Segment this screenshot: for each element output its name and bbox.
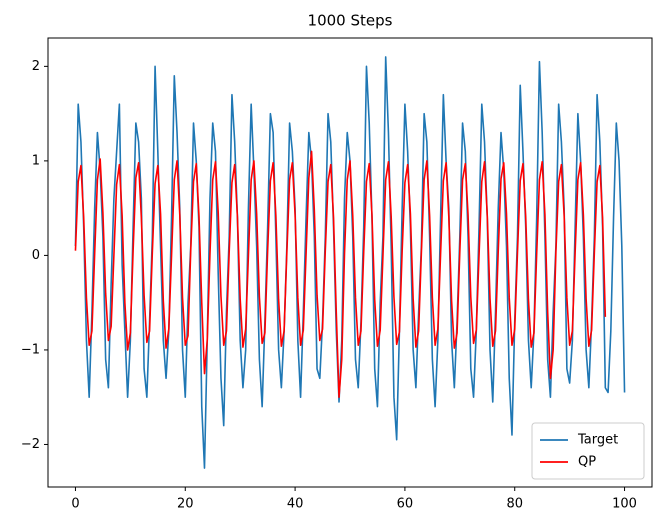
x-tick-label: 100	[612, 497, 637, 512]
y-tick-label: 2	[32, 59, 40, 74]
legend-label: QP	[578, 455, 596, 470]
y-tick-label: −2	[21, 437, 40, 452]
y-tick-label: 0	[32, 248, 40, 263]
legend-box	[531, 422, 645, 480]
x-tick-label: 80	[506, 497, 523, 512]
y-tick-label: 1	[32, 153, 40, 168]
series-line	[74, 56, 626, 469]
plot-frame	[47, 37, 653, 488]
x-tick-label: 60	[397, 497, 414, 512]
x-tick-label: 40	[287, 497, 304, 512]
x-tick-label: 0	[71, 497, 79, 512]
y-tick-label: −1	[21, 342, 40, 357]
legend-label: Target	[577, 433, 618, 448]
series-line	[74, 150, 607, 399]
x-tick-label: 20	[177, 497, 194, 512]
chart-title: 1000 Steps	[308, 12, 393, 30]
